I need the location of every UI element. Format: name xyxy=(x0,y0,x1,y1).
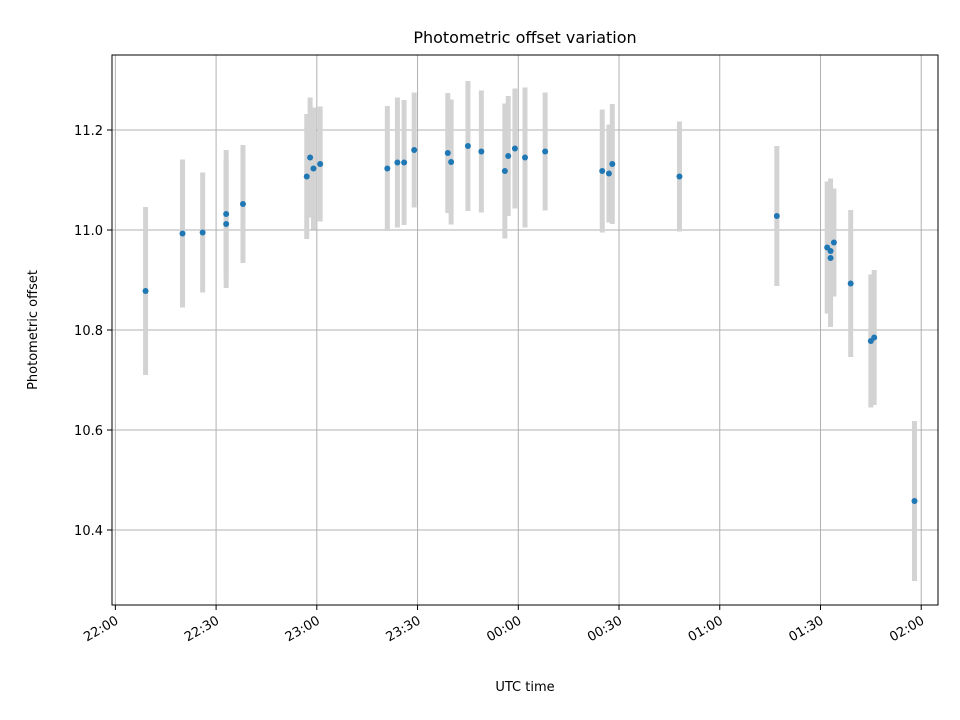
x-tick-label: 23:30 xyxy=(384,613,424,645)
data-point xyxy=(444,150,451,156)
data-point xyxy=(773,213,780,219)
data-point xyxy=(223,211,230,217)
data-point xyxy=(223,221,230,227)
x-tick-label: 23:00 xyxy=(283,613,323,645)
data-point xyxy=(478,148,485,155)
data-point xyxy=(448,159,455,165)
data-point xyxy=(401,159,408,166)
x-tick-label: 02:00 xyxy=(887,613,927,645)
data-point xyxy=(310,165,317,172)
data-point xyxy=(911,498,918,504)
y-tick-label: 10.6 xyxy=(74,424,103,439)
y-tick-label: 10.4 xyxy=(74,524,103,539)
y-tick-label: 11.2 xyxy=(74,124,103,139)
errorbar-layer xyxy=(143,81,917,581)
data-point xyxy=(464,143,471,149)
x-tick-label: 22:00 xyxy=(81,613,121,645)
data-point xyxy=(542,148,549,155)
x-tick-label: 01:00 xyxy=(686,613,726,645)
data-point xyxy=(199,229,206,236)
data-point xyxy=(303,173,310,180)
y-axis-label: Photometric offset xyxy=(26,270,41,390)
point-layer xyxy=(142,143,918,504)
data-point xyxy=(827,255,834,261)
data-point xyxy=(411,147,418,153)
data-point xyxy=(522,154,528,161)
chart-title: Photometric offset variation xyxy=(413,28,636,47)
data-point xyxy=(142,288,149,294)
y-tick-label: 11.0 xyxy=(74,224,103,239)
x-tick-label: 00:30 xyxy=(585,613,625,645)
data-point xyxy=(239,201,246,207)
data-point xyxy=(317,161,324,167)
data-point xyxy=(609,161,616,167)
data-point xyxy=(394,159,401,166)
data-point xyxy=(179,230,186,237)
x-tick-label: 00:00 xyxy=(484,613,524,645)
data-point xyxy=(511,145,518,152)
x-tick-label: 22:30 xyxy=(182,613,222,645)
data-point xyxy=(505,153,512,159)
data-point xyxy=(827,248,834,254)
data-point xyxy=(384,165,391,172)
data-point xyxy=(847,280,854,287)
data-point xyxy=(599,168,606,174)
x-axis-label: UTC time xyxy=(495,680,554,695)
data-point xyxy=(605,170,612,177)
x-tick-label: 01:30 xyxy=(787,613,827,645)
y-tick-label: 10.8 xyxy=(74,324,103,339)
data-point xyxy=(501,168,508,174)
data-point xyxy=(676,173,683,180)
data-point xyxy=(307,154,314,161)
data-point xyxy=(871,334,878,341)
data-point xyxy=(830,239,837,246)
